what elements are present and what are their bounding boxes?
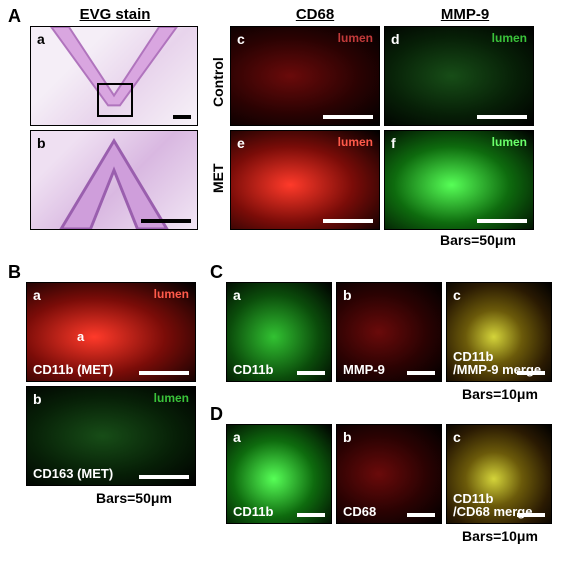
section-a-label: A [8, 6, 21, 27]
scalebar [407, 371, 435, 375]
panel-A-c: c lumen [230, 26, 380, 126]
overlay-mmp9: MMP-9 [343, 363, 385, 377]
row-label-control: Control [210, 42, 226, 122]
scalebar [139, 371, 189, 375]
subletter-C-c: c [453, 287, 461, 303]
scalebar [139, 475, 189, 479]
subletter-B-a: a [33, 287, 41, 303]
panel-A-e: e lumen [230, 130, 380, 230]
scalebar [297, 371, 325, 375]
panel-C-b: b MMP-9 [336, 282, 442, 382]
bars-caption-D: Bars=10μm [462, 528, 538, 544]
scalebar [323, 115, 373, 119]
bars-caption-C: Bars=10μm [462, 386, 538, 402]
inset-box [97, 83, 133, 117]
evg-tissue-zoom [31, 131, 197, 229]
scalebar [477, 115, 527, 119]
lumen-label: lumen [338, 31, 373, 45]
col-header-mmp9: MMP-9 [420, 6, 510, 23]
subletter-A-a: a [37, 31, 45, 47]
panel-B-a: a lumen a CD11b (MET) [26, 282, 196, 382]
scalebar [173, 115, 191, 119]
lumen-label: lumen [492, 135, 527, 149]
inner-marker-a: a [77, 329, 84, 344]
panel-B-b: b lumen CD163 (MET) [26, 386, 196, 486]
scalebar [407, 513, 435, 517]
panel-D-b: b CD68 [336, 424, 442, 524]
panel-A-b: b [30, 130, 198, 230]
row-label-met: MET [210, 138, 226, 218]
subletter-A-f: f [391, 135, 396, 151]
section-d-label: D [210, 404, 223, 425]
subletter-C-a: a [233, 287, 241, 303]
panel-A-f: f lumen [384, 130, 534, 230]
subletter-A-b: b [37, 135, 46, 151]
subletter-A-c: c [237, 31, 245, 47]
subletter-A-e: e [237, 135, 245, 151]
scalebar [323, 219, 373, 223]
section-b-label: B [8, 262, 21, 283]
overlay-cd11b-met: CD11b (MET) [33, 363, 113, 377]
subletter-C-b: b [343, 287, 352, 303]
subletter-B-b: b [33, 391, 42, 407]
overlay-cd163-met: CD163 (MET) [33, 467, 113, 481]
scalebar [477, 219, 527, 223]
panel-C-a: a CD11b [226, 282, 332, 382]
scalebar [297, 513, 325, 517]
subletter-A-d: d [391, 31, 400, 47]
overlay-cd11b: CD11b [233, 505, 273, 519]
scalebar [141, 219, 191, 223]
scalebar [517, 513, 545, 517]
lumen-label: lumen [338, 135, 373, 149]
section-c-label: C [210, 262, 223, 283]
subletter-D-a: a [233, 429, 241, 445]
panel-A-d: d lumen [384, 26, 534, 126]
lumen-label: lumen [154, 287, 189, 301]
lumen-label: lumen [492, 31, 527, 45]
bars-caption-B: Bars=50μm [96, 490, 172, 506]
panel-A-a: a [30, 26, 198, 126]
overlay-cd68: CD68 [343, 505, 376, 519]
panel-D-c: c CD11b /CD68 merge [446, 424, 552, 524]
scalebar [517, 371, 545, 375]
lumen-label: lumen [154, 391, 189, 405]
subletter-D-b: b [343, 429, 352, 445]
panel-D-a: a CD11b [226, 424, 332, 524]
bars-caption-A: Bars=50μm [440, 232, 516, 248]
panel-C-c: c CD11b /MMP-9 merge [446, 282, 552, 382]
subletter-D-c: c [453, 429, 461, 445]
overlay-cd11b: CD11b [233, 363, 273, 377]
col-header-evg: EVG stain [60, 6, 170, 23]
col-header-cd68: CD68 [270, 6, 360, 23]
